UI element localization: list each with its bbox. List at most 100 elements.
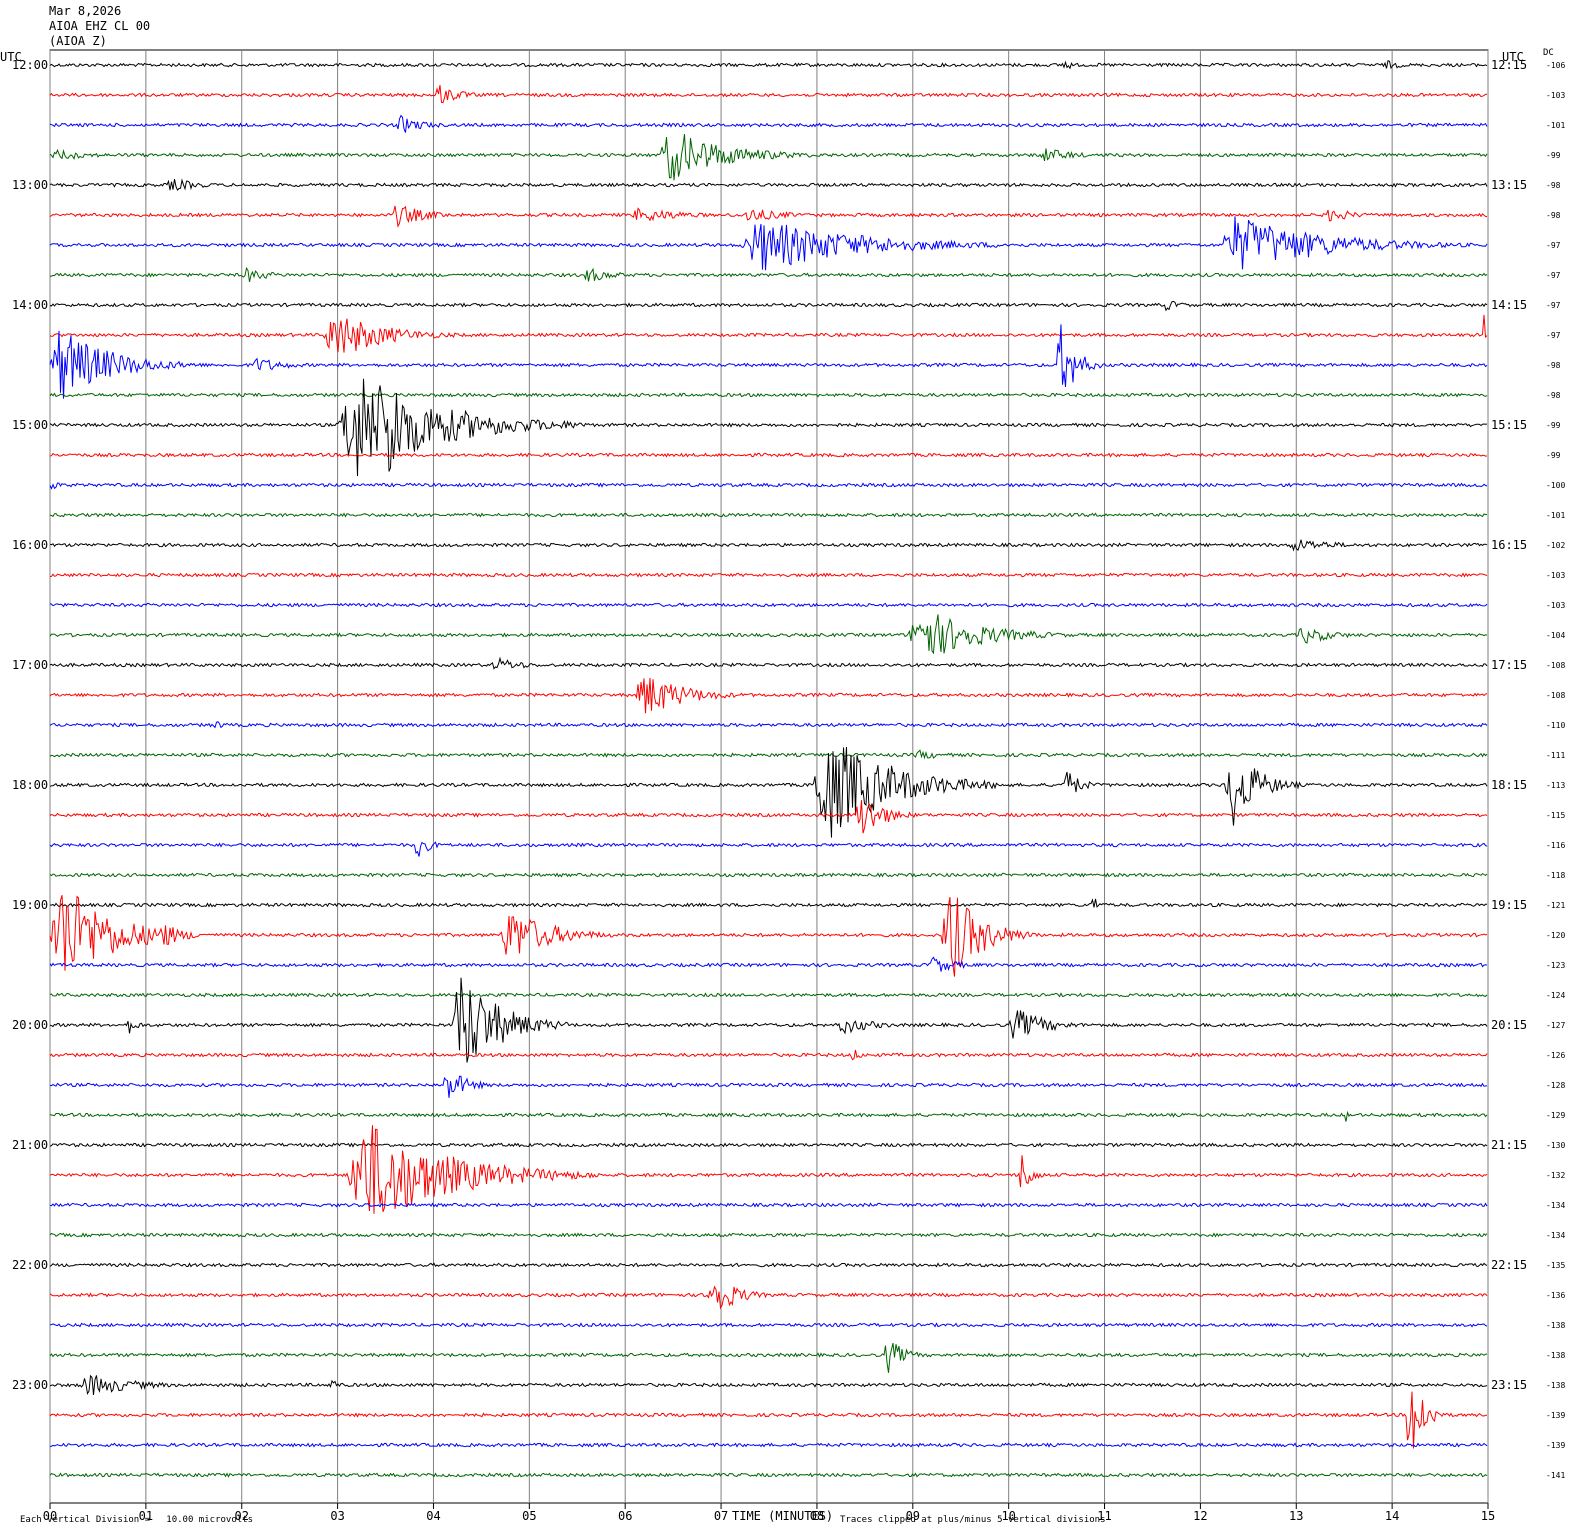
trace-row — [49, 1075, 1488, 1098]
trace-row — [49, 114, 1488, 133]
hour-label-left: 21:00 — [12, 1138, 48, 1152]
x-tick-label: 12 — [1193, 1509, 1207, 1523]
x-tick-label: 10 — [1001, 1509, 1015, 1523]
x-tick-label: 14 — [1385, 1509, 1399, 1523]
dc-offset-label: -99 — [1546, 451, 1561, 460]
trace-row — [49, 977, 1488, 1063]
trace-row — [49, 956, 1488, 972]
x-tick-label: 05 — [522, 1509, 536, 1523]
trace-row — [49, 1285, 1488, 1310]
hour-label-right: 13:15 — [1491, 178, 1527, 192]
hour-label-left: 22:00 — [12, 1258, 48, 1272]
trace-row — [49, 746, 1488, 838]
dc-offset-label: -98 — [1546, 181, 1561, 190]
dc-offset-label: -100 — [1546, 481, 1565, 490]
dc-offset-label: -97 — [1546, 301, 1561, 310]
x-tick-label: 00 — [43, 1509, 57, 1523]
hour-label-right: 12:15 — [1491, 58, 1527, 72]
trace-row — [49, 178, 1488, 191]
trace-row — [49, 602, 1488, 608]
dc-offset-label: -103 — [1546, 571, 1565, 580]
dc-offset-label: -98 — [1546, 361, 1561, 370]
trace-row — [49, 482, 1488, 490]
hour-label-right: 22:15 — [1491, 1258, 1527, 1272]
dc-offset-label: -115 — [1546, 811, 1565, 820]
hour-label-left: 20:00 — [12, 1018, 48, 1032]
x-tick-label: 04 — [426, 1509, 440, 1523]
trace-row — [49, 1049, 1488, 1061]
dc-offset-label: -134 — [1546, 1231, 1565, 1240]
time-grid — [49, 49, 1489, 1509]
dc-offset-label: -138 — [1546, 1381, 1565, 1390]
trace-row — [49, 872, 1488, 878]
trace-row — [49, 205, 1488, 228]
trace-row — [49, 1125, 1488, 1214]
dc-offset-label: -111 — [1546, 751, 1565, 760]
trace-row — [49, 721, 1488, 729]
trace-row — [49, 324, 1488, 399]
dc-offset-label: -135 — [1546, 1261, 1565, 1270]
trace-row — [49, 512, 1487, 518]
trace-row — [49, 266, 1488, 283]
dc-offset-label: -99 — [1546, 421, 1561, 430]
dc-offset-label: -138 — [1546, 1351, 1565, 1360]
dc-offset-label: -134 — [1546, 1201, 1565, 1210]
dc-offset-label: -103 — [1546, 91, 1565, 100]
dc-offset-label: -103 — [1546, 601, 1565, 610]
dc-offset-label: -136 — [1546, 1291, 1565, 1300]
dc-offset-label: -127 — [1546, 1021, 1565, 1030]
hour-label-left: 15:00 — [12, 418, 48, 432]
x-tick-label: 15 — [1481, 1509, 1495, 1523]
dc-offset-label: -123 — [1546, 961, 1565, 970]
trace-row — [49, 392, 1488, 398]
dc-offset-label: -104 — [1546, 631, 1565, 640]
left-axis-title: UTC — [0, 50, 22, 64]
hour-label-right: 16:15 — [1491, 538, 1527, 552]
scale-note: Each Vertical Division = 10.00 microvolt… — [20, 1515, 253, 1525]
header-station: AIOA EHZ CL 00 — [49, 19, 151, 33]
dc-offset-label: -110 — [1546, 721, 1565, 730]
x-tick-label: 06 — [618, 1509, 632, 1523]
trace-row — [49, 1232, 1488, 1238]
hour-label-left: 12:00 — [12, 58, 48, 72]
dc-offset-label: -126 — [1546, 1051, 1565, 1060]
x-tick-label: 03 — [330, 1509, 344, 1523]
dc-offset-label: -121 — [1546, 901, 1565, 910]
dc-offset-label: -124 — [1546, 991, 1565, 1000]
dc-offset-label: -132 — [1546, 1171, 1565, 1180]
trace-row — [49, 378, 1488, 477]
dc-offset-label: -138 — [1546, 1321, 1565, 1330]
hour-label-right: 18:15 — [1491, 778, 1527, 792]
trace-row — [49, 1391, 1488, 1449]
x-tick-label: 01 — [139, 1509, 153, 1523]
dc-offset-label: -108 — [1546, 661, 1565, 670]
x-tick-label: 07 — [714, 1509, 728, 1523]
dc-offset-label: -118 — [1546, 871, 1565, 880]
x-axis-label: TIME (MINUTES) — [732, 1509, 834, 1523]
hour-label-left: 19:00 — [12, 898, 48, 912]
trace-row — [49, 841, 1488, 857]
x-tick-label: 11 — [1097, 1509, 1111, 1523]
seismic-traces — [49, 60, 1488, 1478]
trace-row — [49, 992, 1488, 998]
header-date: Mar 8,2026 — [49, 4, 122, 18]
trace-row — [49, 1472, 1488, 1478]
hour-label-right: 17:15 — [1491, 658, 1527, 672]
trace-row — [49, 452, 1488, 458]
hour-label-right: 14:15 — [1491, 298, 1527, 312]
dc-offset-label: -102 — [1546, 541, 1565, 550]
clip-note: Traces clipped at plus/minus 5 vertical … — [840, 1515, 1106, 1525]
x-tick-label: 02 — [235, 1509, 249, 1523]
trace-row — [49, 314, 1488, 353]
x-tick-label: 08 — [810, 1509, 824, 1523]
x-tick-label: 13 — [1289, 1509, 1303, 1523]
dc-offset-label: -139 — [1546, 1441, 1565, 1450]
dc-offset-label: -128 — [1546, 1081, 1565, 1090]
dc-offset-label: -141 — [1546, 1471, 1565, 1480]
trace-row — [49, 1374, 1488, 1396]
dc-offset-label: -139 — [1546, 1411, 1565, 1420]
dc-offset-label: -130 — [1546, 1141, 1565, 1150]
trace-row — [49, 85, 1488, 104]
trace-row — [49, 749, 1488, 760]
